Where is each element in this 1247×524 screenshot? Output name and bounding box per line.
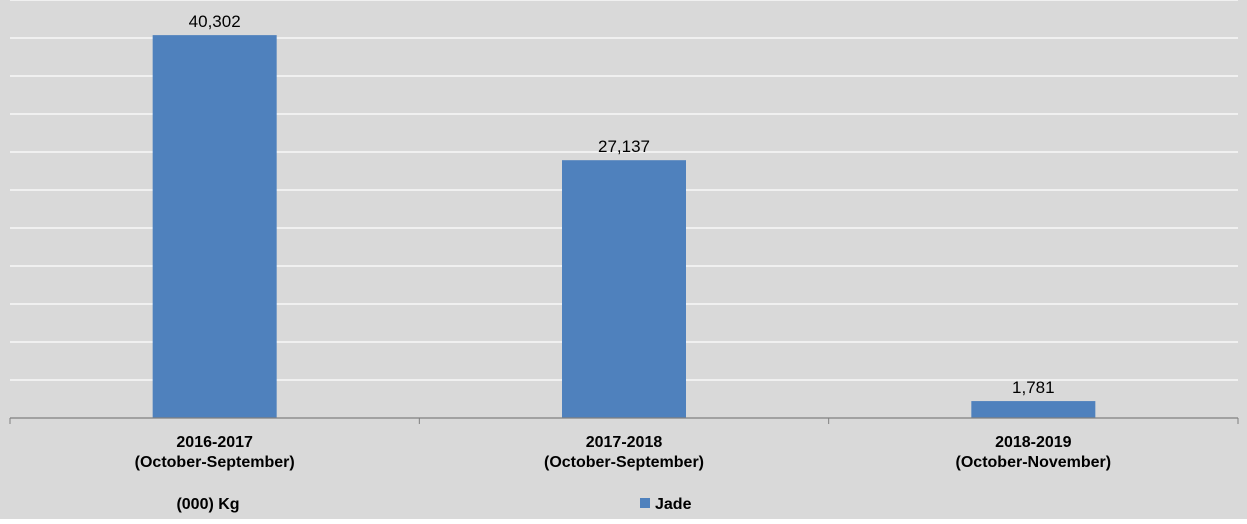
legend-swatch-jade (640, 498, 650, 508)
bar-1 (152, 35, 277, 418)
bar-2 (562, 160, 686, 419)
data-label-2: 27,137 (598, 137, 650, 156)
bars (152, 35, 1096, 419)
x-tick-label-3-line-2: (October-November) (956, 454, 1112, 471)
legend-label-jade: Jade (655, 496, 692, 513)
x-tick-label-2-line-1: 2017-2018 (586, 434, 663, 451)
unit-label: (000) Kg (176, 496, 239, 513)
x-axis-ticks (9, 418, 1239, 424)
x-tick-label-3-line-1: 2018-2019 (995, 434, 1072, 451)
x-tick-label-1-line-1: 2016-2017 (176, 434, 253, 451)
legend: Jade (640, 496, 692, 513)
x-tick-label-1-line-2: (October-September) (135, 454, 295, 471)
data-label-3: 1,781 (1012, 378, 1055, 397)
data-label-1: 40,302 (189, 12, 241, 31)
value-labels: 40,302 27,137 1,781 (189, 12, 1055, 397)
x-tick-label-2-line-2: (October-September) (544, 454, 704, 471)
bar-3 (971, 401, 1096, 418)
x-axis-labels: 2016-2017 (October-September) 2017-2018 (Oc… (135, 434, 1111, 471)
